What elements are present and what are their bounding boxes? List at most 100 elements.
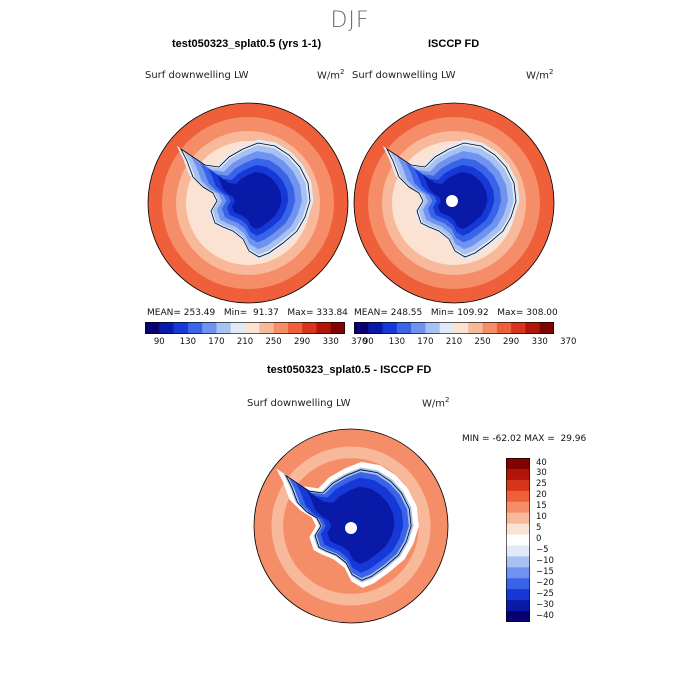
colorbar-swatch [506, 578, 530, 590]
obs-colorbar-ticks: 90 130 170 210 250 290 330 370 [354, 337, 577, 349]
colorbar-swatch [396, 322, 412, 334]
diff-polar-map [253, 428, 449, 624]
colorbar-tick-label: 250 [474, 337, 491, 347]
colorbar-swatch [145, 322, 160, 334]
colorbar-swatch [245, 322, 260, 334]
model-colorbar-ticks: 90 130 170 210 250 290 330 370 [145, 337, 368, 349]
obs-units-label: W/m2 [526, 68, 554, 82]
colorbar-tick-label: 130 [179, 337, 197, 347]
obs-stats: MEAN= 248.55 Min= 109.92 Max= 308.00 [354, 308, 558, 318]
colorbar-tick-label: 130 [388, 337, 406, 347]
model-colorbar [145, 322, 345, 334]
map-boundary [147, 102, 349, 304]
continent-contour [217, 172, 282, 229]
colorbar-swatch [330, 322, 345, 334]
colorbar-tick-label: 10 [536, 512, 547, 523]
model-units-label: W/m2 [317, 68, 345, 82]
colorbar-swatch [506, 545, 530, 557]
coastline [284, 469, 412, 581]
colorbar-tick-label: 90 [153, 337, 165, 347]
colorbar-tick-label: −5 [536, 544, 549, 555]
colorbar-swatch [506, 523, 530, 535]
colorbar-swatch [506, 490, 530, 503]
pole-hole [446, 195, 458, 207]
colorbar-tick-label: 40 [536, 457, 547, 468]
diff-units-label: W/m2 [422, 396, 450, 410]
colorbar-tick-label: 20 [536, 490, 547, 501]
colorbar-tick-label: 5 [536, 523, 542, 534]
colorbar-tick-label: 90 [362, 337, 374, 347]
colorbar-swatch [506, 567, 530, 579]
colorbar-tick-label: 370 [560, 337, 577, 347]
colorbar-swatch [506, 458, 530, 470]
colorbar-swatch [506, 556, 530, 568]
colorbar-swatch [230, 322, 246, 334]
colorbar-swatch [506, 512, 530, 524]
colorbar-swatch [439, 322, 455, 334]
colorbar-swatch [187, 322, 203, 334]
colorbar-swatch [539, 322, 554, 334]
colorbar-swatch [368, 322, 383, 334]
colorbar-swatch [273, 322, 289, 334]
colorbar-tick-label: 170 [208, 337, 225, 347]
obs-colorbar [354, 322, 554, 334]
diff-field-label: Surf downwelling LW [247, 398, 351, 409]
colorbar-tick-label: −10 [536, 555, 554, 566]
colorbar-swatch [316, 322, 332, 334]
diff-colorbar [506, 458, 530, 622]
colorbar-swatch [468, 322, 483, 334]
colorbar-swatch [506, 501, 530, 514]
colorbar-swatch [259, 322, 274, 334]
colorbar-swatch [506, 589, 530, 601]
colorbar-swatch [506, 600, 530, 612]
obs-polar-map [353, 102, 555, 304]
colorbar-swatch [159, 322, 174, 334]
obs-panel-title: ISCCP FD [428, 38, 480, 50]
colorbar-swatch [354, 322, 369, 334]
colorbar-swatch [382, 322, 398, 334]
colorbar-tick-label: 30 [536, 468, 547, 479]
colorbar-swatch [482, 322, 498, 334]
colorbar-tick-label: 330 [322, 337, 339, 347]
colorbar-tick-label: 290 [502, 337, 520, 347]
colorbar-tick-label: −20 [536, 577, 554, 588]
colorbar-tick-label: 250 [265, 337, 282, 347]
colorbar-swatch [202, 322, 217, 334]
season-title: DJF [330, 8, 370, 33]
colorbar-swatch [173, 322, 189, 334]
colorbar-swatch [506, 534, 530, 546]
colorbar-swatch [506, 479, 530, 492]
colorbar-tick-label: 0 [536, 534, 542, 544]
model-panel-title: test050323_splat0.5 (yrs 1-1) [172, 38, 322, 50]
obs-field-label: Surf downwelling LW [352, 70, 456, 81]
colorbar-swatch [511, 322, 526, 334]
pole-hole [345, 522, 357, 534]
map-boundary [353, 102, 555, 304]
colorbar-tick-label: 25 [536, 479, 547, 490]
colorbar-swatch [302, 322, 317, 334]
map-boundary [253, 428, 449, 624]
colorbar-swatch [496, 322, 512, 334]
colorbar-swatch [287, 322, 303, 334]
colorbar-swatch [425, 322, 441, 334]
diff-stats: MIN = -62.02 MAX = 29.96 [462, 434, 587, 444]
colorbar-tick-label: 370 [351, 337, 368, 347]
colorbar-swatch [454, 322, 469, 334]
colorbar-tick-label: −15 [536, 566, 554, 577]
colorbar-tick-label: 290 [293, 337, 311, 347]
colorbar-tick-label: −25 [536, 588, 554, 599]
coastline [179, 142, 311, 258]
colorbar-swatch [506, 611, 530, 622]
coastline [385, 142, 517, 258]
colorbar-tick-label: 15 [536, 501, 547, 512]
model-stats: MEAN= 253.49 Min= 91.37 Max= 333.84 [147, 308, 348, 318]
colorbar-tick-label: 170 [417, 337, 434, 347]
colorbar-swatch [216, 322, 232, 334]
colorbar-swatch [525, 322, 541, 334]
diff-panel-title: test050323_splat0.5 - ISCCP FD [267, 364, 432, 376]
colorbar-swatch [506, 468, 530, 481]
colorbar-tick-label: −40 [536, 610, 554, 621]
diff-colorbar-ticks: 40 30 25 20 15 10 5 0 −5 −10 −15 −20 −25 −30 −40 [536, 458, 576, 622]
colorbar-tick-label: 330 [531, 337, 548, 347]
colorbar-swatch [411, 322, 426, 334]
